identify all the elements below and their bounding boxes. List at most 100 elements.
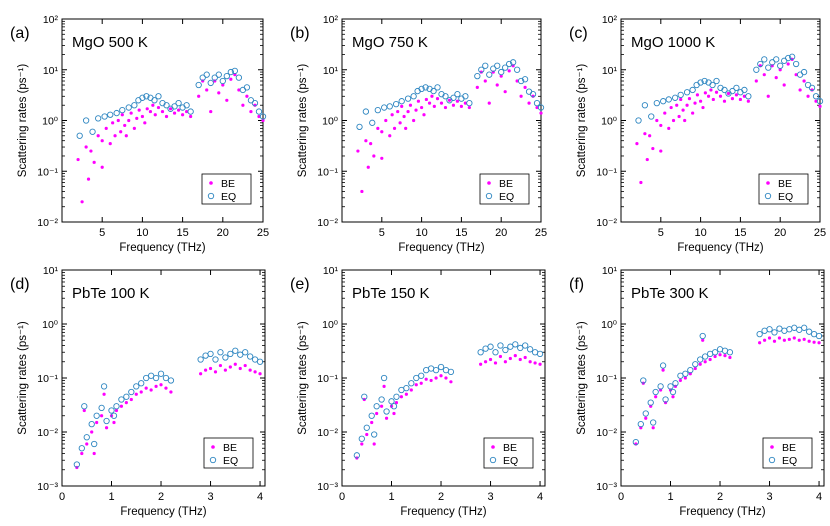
data-point-eq [223,72,230,80]
data-point-eq [131,102,138,109]
data-point-eq [207,79,214,87]
data-point-eq [246,353,254,360]
data-point-eq [371,431,378,438]
data-point-eq [741,86,748,94]
y-tick-label: 10⁻² [317,217,338,229]
x-tick-label: 1 [108,491,114,503]
data-point-be [701,105,705,110]
data-point-be [245,94,249,98]
y-tick-label: 10¹ [43,65,59,77]
data-point-be [802,79,806,83]
series-be [356,64,543,194]
data-point-be [728,355,732,360]
data-point-be [503,360,507,364]
data-point-eq [101,113,108,120]
data-point-be [772,339,777,343]
data-point-eq [203,71,210,78]
data-point-be [671,395,675,399]
data-point-eq [103,417,110,425]
data-point-eq [404,95,412,102]
data-point-eq [521,76,529,83]
data-point-be [84,145,88,149]
y-axis-label: Scattering rates (ps⁻¹) [17,64,29,178]
data-point-eq [378,396,385,403]
data-point-be [449,380,453,384]
data-point-be [713,354,717,359]
x-tick-label: 25 [814,227,826,239]
data-point-eq [726,349,734,356]
data-point-be [248,368,252,372]
data-point-eq [487,343,494,350]
data-point-be [683,376,687,380]
data-point-be [797,338,801,342]
data-point-eq [450,94,457,101]
y-tick-label: 10² [43,14,59,26]
data-point-be [782,83,786,87]
data-point-eq [525,88,533,95]
data-point-eq [237,351,244,358]
x-tick-label: 5 [658,227,664,239]
x-axis-label: Frequency (THz) [677,242,763,254]
data-point-be [172,111,177,115]
data-point-be [360,189,364,194]
data-point-be [113,134,117,138]
data-point-be [409,388,413,392]
data-point-eq [757,60,764,68]
data-point-be [734,93,739,97]
y-tick-label: 10⁻¹ [596,373,617,385]
data-point-eq [729,87,736,95]
data-point-be [722,99,727,103]
data-point-be [257,114,261,119]
data-point-eq [507,343,514,350]
data-point-be [243,363,247,368]
data-point-eq [113,109,120,117]
panel-label: (c) [569,25,588,42]
data-point-eq [95,115,102,122]
data-point-be [119,130,123,134]
data-point-eq [788,53,796,60]
data-point-eq [693,81,700,89]
x-tick-label: 15 [455,227,467,239]
data-point-eq [243,84,251,91]
data-point-be [119,404,124,408]
data-point-eq [640,377,647,384]
data-point-be [754,79,758,83]
data-point-eq [358,435,365,442]
data-point-eq [502,346,509,354]
y-tick-label: 10¹ [323,265,339,277]
data-point-be [483,79,487,83]
panel-label: (d) [10,276,30,293]
legend-label-be: BE [499,178,513,190]
data-point-eq [369,119,376,126]
data-point-be [429,378,433,383]
data-point-eq [702,353,709,360]
data-point-be [467,105,471,110]
data-point-eq [211,74,218,81]
data-point-be [523,355,527,360]
x-tick-label: 10 [694,227,706,239]
data-point-be [493,361,498,365]
panel-e: 0 1 2 3 4 10⁻³ 10⁻² 10⁻¹ 10⁰ 10¹ Frequency (THz) Sc… [290,265,546,518]
data-point-eq [692,361,699,368]
data-point-be [487,101,491,105]
data-point-be [651,146,655,151]
data-point-be [402,114,406,119]
data-point-be [156,105,161,110]
y-tick-label: 10⁻³ [596,481,617,493]
data-point-eq [689,86,696,94]
data-point-eq [408,380,415,387]
data-point-eq [91,440,98,448]
data-point-be [691,111,695,115]
data-point-be [416,99,421,103]
data-point-eq [637,420,644,428]
data-point-eq [373,403,380,410]
legend-label-eq: EQ [503,455,518,467]
data-point-eq [652,388,659,396]
y-tick-label: 10⁻¹ [317,373,338,385]
series-eq [356,59,545,130]
data-point-be [176,108,181,112]
data-point-be [774,76,778,80]
series-eq [76,67,267,139]
y-tick-label: 10⁻¹ [317,166,338,178]
data-point-be [120,113,124,117]
